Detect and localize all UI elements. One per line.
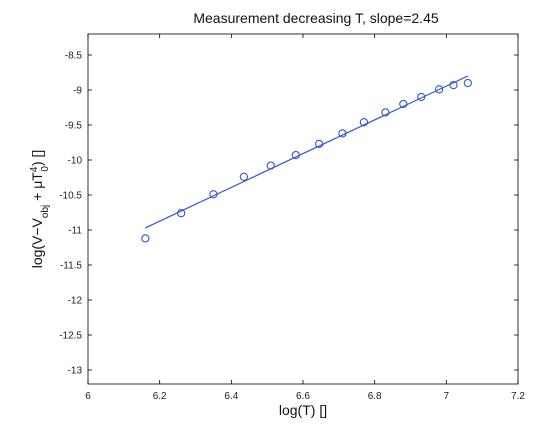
x-axis: 6 6.2 6.4 6.6 6.8 7 7.2 xyxy=(85,34,525,402)
y-axis-label: log(V−Vobj + μT40) [] xyxy=(29,150,51,269)
data-point xyxy=(417,92,426,102)
y-tick-label: -12 xyxy=(68,296,83,307)
x-tick-label: 7 xyxy=(444,391,450,402)
data-point xyxy=(381,108,390,117)
x-tick-label: 7.2 xyxy=(511,391,525,402)
data-point xyxy=(399,99,408,109)
y-tick-label: -10.5 xyxy=(59,191,82,202)
data-point xyxy=(141,234,150,243)
y-tick-label: -8.5 xyxy=(65,51,83,62)
data-point xyxy=(359,118,369,127)
y-axis: -8.5 -9 -9.5 -10 -10.5 -11 -11.5 -12 -12.5 -13 xyxy=(59,51,518,377)
y-tick-label: -12.5 xyxy=(59,331,82,342)
x-tick-label: 6.8 xyxy=(368,391,382,402)
x-tick-label: 6.4 xyxy=(224,391,238,402)
x-axis-label: log(T) [] xyxy=(279,402,327,418)
y-tick-label: -9.5 xyxy=(65,121,83,132)
y-tick-label: -10 xyxy=(68,156,83,167)
data-point xyxy=(435,85,444,94)
chart-title: Measurement decreasing T, slope=2.45 xyxy=(193,10,438,26)
y-tick-label: -11 xyxy=(68,226,82,237)
plot-area xyxy=(141,75,472,243)
x-tick-label: 6.2 xyxy=(153,391,167,402)
x-tick-label: 6.6 xyxy=(296,391,310,402)
data-point xyxy=(239,172,249,181)
y-tick-label: -11.5 xyxy=(60,261,82,272)
fit-line xyxy=(145,75,469,229)
plot-frame xyxy=(87,33,519,385)
y-tick-label: -13 xyxy=(68,366,83,377)
data-point xyxy=(463,78,472,88)
x-tick-label: 6 xyxy=(85,391,91,402)
y-tick-label: -9 xyxy=(73,86,82,97)
